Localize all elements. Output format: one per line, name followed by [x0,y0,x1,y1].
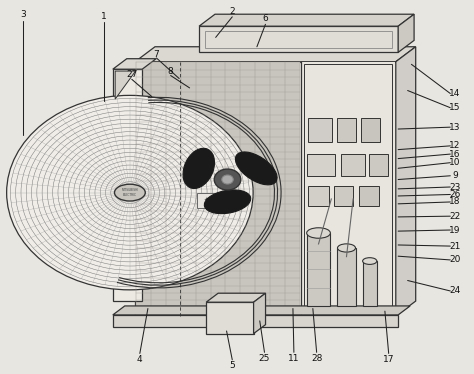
Polygon shape [206,293,265,302]
Bar [302,62,395,315]
Text: 25: 25 [259,354,270,363]
Bar [199,26,398,52]
Text: 19: 19 [449,226,461,234]
Bar [205,31,392,48]
Text: 8: 8 [168,67,173,76]
Bar [113,69,142,301]
Polygon shape [396,47,416,316]
Polygon shape [398,14,414,52]
Polygon shape [199,14,414,26]
Text: 24: 24 [449,286,461,295]
Text: 12: 12 [449,141,461,150]
Text: 10: 10 [449,158,461,167]
Polygon shape [115,71,136,99]
Bar [363,261,377,306]
Text: 1: 1 [101,12,107,21]
Ellipse shape [363,258,377,264]
Ellipse shape [183,148,215,188]
Bar [197,193,217,208]
Bar [337,248,356,306]
Bar [113,315,398,327]
Text: 28: 28 [311,354,322,363]
Bar [337,118,356,142]
Text: ✦: ✦ [204,197,210,203]
Ellipse shape [236,152,277,185]
Ellipse shape [204,190,251,214]
Circle shape [214,169,241,190]
Circle shape [222,175,233,184]
Polygon shape [113,59,156,69]
Text: 20: 20 [449,255,461,264]
Text: 14: 14 [449,89,461,98]
Text: 21: 21 [449,242,461,251]
Polygon shape [254,293,265,334]
Text: 26: 26 [449,190,461,199]
Bar [341,154,365,176]
Ellipse shape [307,228,330,238]
Bar [369,154,388,176]
Polygon shape [113,306,410,315]
Bar [307,154,335,176]
Bar [308,118,332,142]
Bar [136,62,300,315]
Bar [334,186,353,206]
Bar [359,186,379,206]
Text: 4: 4 [137,355,143,364]
Text: MITSUBISHI
ELECTRIC: MITSUBISHI ELECTRIC [121,188,138,197]
Ellipse shape [337,244,356,252]
Bar [135,62,396,316]
Text: 9: 9 [452,171,458,180]
Text: 5: 5 [229,361,235,370]
Text: 15: 15 [449,103,461,112]
Bar [307,233,330,306]
Text: 6: 6 [263,14,268,23]
Text: 16: 16 [449,150,461,159]
Text: 2: 2 [229,7,235,16]
Text: 18: 18 [449,197,461,206]
Text: 22: 22 [449,212,461,221]
Ellipse shape [115,184,145,201]
Text: 7: 7 [154,50,159,59]
Text: 13: 13 [449,123,461,132]
Bar [304,64,392,313]
Text: 3: 3 [20,10,26,19]
Circle shape [7,95,253,290]
Polygon shape [135,47,416,62]
Bar [361,118,380,142]
Bar [206,302,254,334]
Text: 11: 11 [288,354,300,363]
Text: 17: 17 [383,355,394,364]
Bar [308,186,329,206]
Text: 27: 27 [126,70,137,79]
Text: 23: 23 [449,183,461,191]
